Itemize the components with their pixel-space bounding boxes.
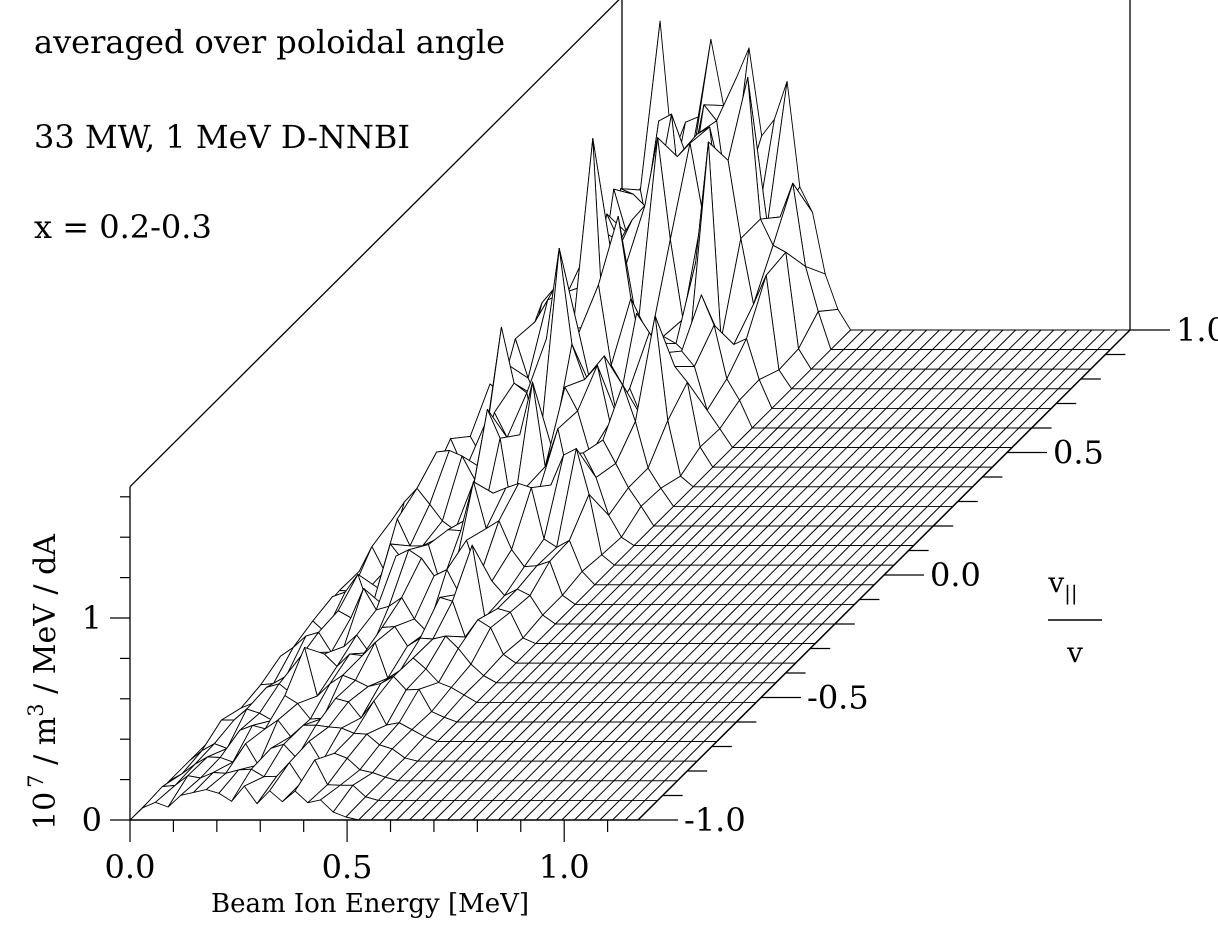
z-tick-label: 0 [82,801,102,839]
z-axis-label: 107 / m3 / MeV / dA [24,534,63,830]
y-tick-label: 1.0 [1176,311,1218,349]
annotation-averaging: averaged over poloidal angle [34,23,506,61]
x-tick-label: 0.5 [322,848,373,886]
annotation-power: 33 MW, 1 MeV D-NNBI [34,118,411,156]
annotation-radius: x = 0.2-0.3 [34,208,212,246]
y-tick-label: -0.5 [807,679,869,717]
y-axis-label-num: v|| [1047,566,1077,606]
surface-mesh [129,20,1131,821]
frame-back-top-edge [129,0,620,488]
x-axis-label: Beam Ion Energy [MeV] [211,889,529,919]
y-tick-label: 0.0 [930,556,981,594]
axis-labels: 107 / m3 / MeV / dA Beam Ion Energy [MeV… [24,534,1102,919]
y-tick-label: -1.0 [684,801,746,839]
z-tick-label: 1 [82,599,102,637]
x-tick-label: 0.0 [105,848,156,886]
y-axis-label-den: v [1066,636,1083,669]
axis-ticks: 0.0 0.5 1.0 -1.0 -0.5 0.0 0.5 1.0 0 1 [82,311,1218,886]
x-tick-label: 1.0 [539,848,590,886]
y-tick-label: 0.5 [1053,434,1104,472]
